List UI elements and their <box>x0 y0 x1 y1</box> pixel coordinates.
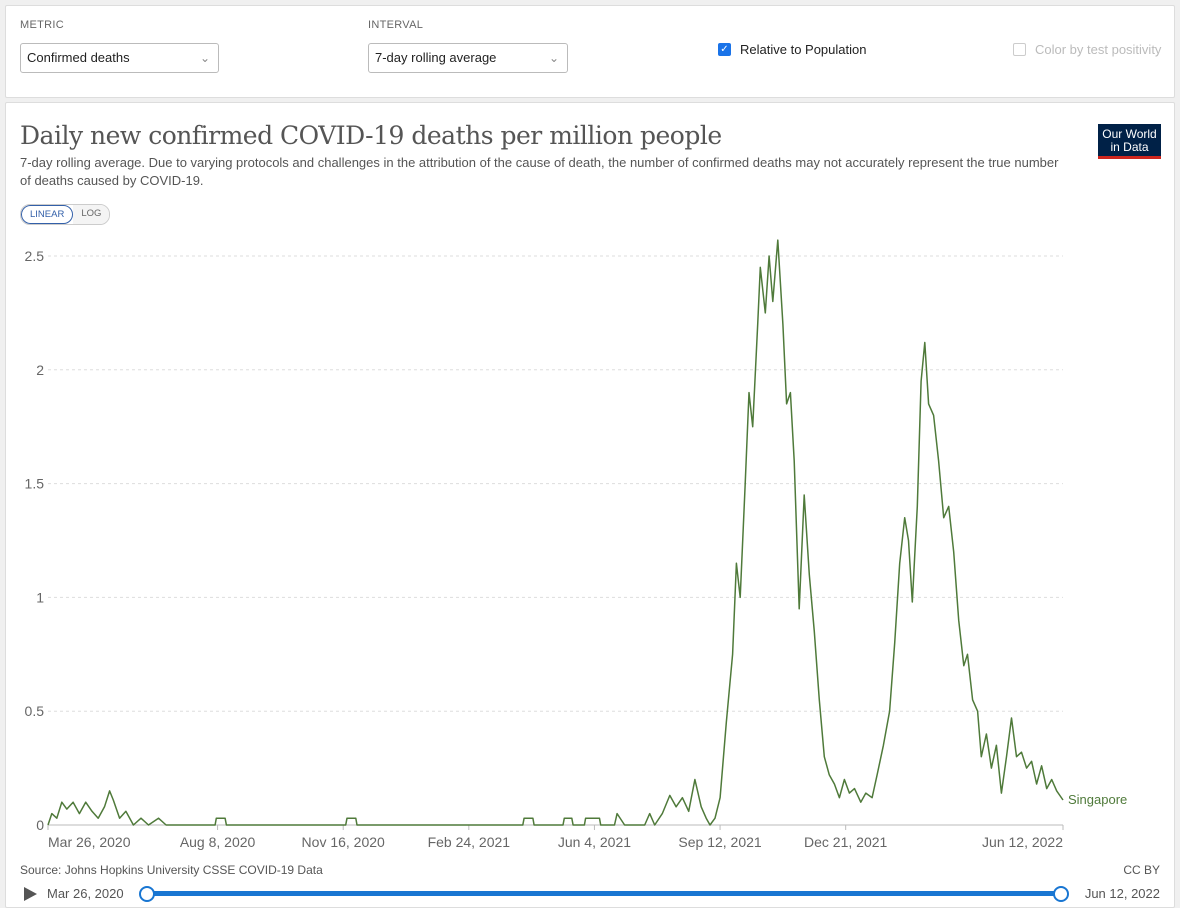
grid-lines <box>48 255 1063 826</box>
metric-label: METRIC <box>20 19 64 31</box>
interval-select-value: 7-day rolling average <box>375 50 497 65</box>
play-icon[interactable] <box>24 887 37 901</box>
x-tick-label: Feb 24, 2021 <box>428 834 511 850</box>
x-tick-label: Sep 12, 2021 <box>678 834 762 850</box>
series-line-singapore <box>47 239 1064 826</box>
y-axis-ticks: 0 0.5 1 1.5 2 2.5 <box>25 248 45 833</box>
chart-subtitle: 7-day rolling average. Due to varying pr… <box>20 155 1059 188</box>
y-tick-label: 1.5 <box>25 476 45 492</box>
license-link[interactable]: CC BY <box>1123 863 1160 877</box>
line-chart: 0 0.5 1 1.5 2 2.5 Mar 26, 2020 Aug 8, 2020 Nov … <box>25 239 1127 850</box>
relative-to-population-label: Relative to Population <box>740 42 867 57</box>
series-layer: Singapore <box>47 239 1127 826</box>
timeline-track[interactable] <box>147 891 1061 896</box>
x-tick-label: Jun 4, 2021 <box>558 834 631 850</box>
timeline-end-label: Jun 12, 2022 <box>1084 886 1160 901</box>
series-label: Singapore <box>1068 792 1127 807</box>
linear-scale-button[interactable]: LINEAR <box>21 205 74 224</box>
x-tick-label: Dec 21, 2021 <box>804 834 887 850</box>
metric-select-value: Confirmed deaths <box>27 50 130 65</box>
checkbox-unchecked-icon[interactable] <box>1013 43 1026 56</box>
x-axis-ticks: Mar 26, 2020 Aug 8, 2020 Nov 16, 2020 Feb 2… <box>47 825 1064 850</box>
logo-line-1: Our World <box>1102 127 1157 141</box>
x-tick-label: Nov 16, 2020 <box>302 834 385 850</box>
y-tick-label: 1 <box>36 589 44 605</box>
timeline-start-handle[interactable] <box>139 886 155 902</box>
checkbox-checked-icon[interactable]: ✓ <box>718 43 731 56</box>
logo-line-2: in Data <box>1110 140 1149 154</box>
timeline: Mar 26, 2020 Jun 12, 2022 <box>20 885 1160 905</box>
relative-to-population-toggle[interactable]: ✓ Relative to Population <box>718 42 866 57</box>
color-by-test-positivity-toggle[interactable]: Color by test positivity <box>1013 42 1161 57</box>
metric-select[interactable]: Confirmed deaths ⌄ <box>20 43 219 73</box>
chart-card: Daily new confirmed COVID-19 deaths per … <box>5 102 1175 908</box>
color-by-test-positivity-label: Color by test positivity <box>1035 42 1162 57</box>
log-scale-button[interactable]: LOG <box>73 205 110 224</box>
interval-label: INTERVAL <box>368 19 424 31</box>
chart-title: Daily new confirmed COVID-19 deaths per … <box>20 121 722 150</box>
controls-panel: METRIC Confirmed deaths ⌄ INTERVAL 7-day… <box>5 5 1175 98</box>
timeline-start-label: Mar 26, 2020 <box>47 886 124 901</box>
chevron-down-icon: ⌄ <box>548 51 559 65</box>
source-note: Source: Johns Hopkins University CSSE CO… <box>20 863 323 877</box>
x-tick-label: Mar 26, 2020 <box>48 834 131 850</box>
y-tick-label: 0 <box>36 817 44 833</box>
chevron-down-icon: ⌄ <box>199 51 210 65</box>
y-tick-label: 2 <box>36 362 44 378</box>
x-tick-label: Jun 12, 2022 <box>982 834 1063 850</box>
owid-logo[interactable]: Our World in Data <box>1098 124 1161 159</box>
x-tick-label: Aug 8, 2020 <box>180 834 256 850</box>
interval-select[interactable]: 7-day rolling average ⌄ <box>368 43 568 73</box>
y-tick-label: 2.5 <box>25 248 45 264</box>
scale-toggle[interactable]: LINEAR LOG <box>20 204 111 225</box>
timeline-end-handle[interactable] <box>1053 886 1069 902</box>
y-tick-label: 0.5 <box>25 703 45 719</box>
